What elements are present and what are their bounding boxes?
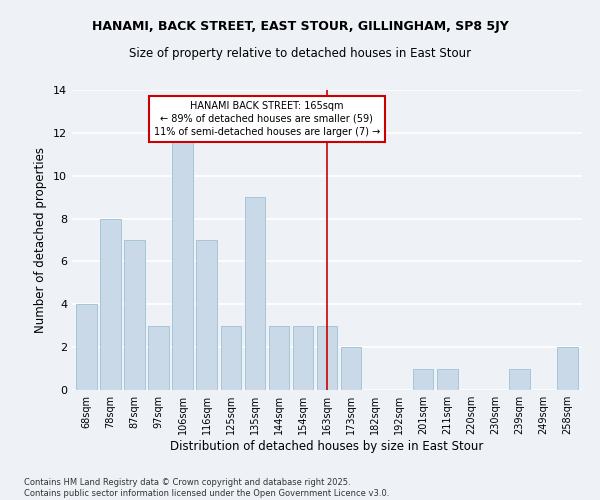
- Bar: [413, 368, 433, 390]
- Text: Contains HM Land Registry data © Crown copyright and database right 2025.
Contai: Contains HM Land Registry data © Crown c…: [24, 478, 389, 498]
- Bar: [341, 347, 361, 390]
- Bar: [509, 368, 530, 390]
- Bar: [245, 197, 265, 390]
- Text: HANAMI BACK STREET: 165sqm
← 89% of detached houses are smaller (59)
11% of semi: HANAMI BACK STREET: 165sqm ← 89% of deta…: [154, 100, 380, 137]
- Bar: [124, 240, 145, 390]
- Bar: [557, 347, 578, 390]
- Bar: [76, 304, 97, 390]
- Text: Size of property relative to detached houses in East Stour: Size of property relative to detached ho…: [129, 48, 471, 60]
- Bar: [437, 368, 458, 390]
- Bar: [196, 240, 217, 390]
- Y-axis label: Number of detached properties: Number of detached properties: [34, 147, 47, 333]
- Text: HANAMI, BACK STREET, EAST STOUR, GILLINGHAM, SP8 5JY: HANAMI, BACK STREET, EAST STOUR, GILLING…: [92, 20, 508, 33]
- Bar: [293, 326, 313, 390]
- Bar: [269, 326, 289, 390]
- Bar: [148, 326, 169, 390]
- X-axis label: Distribution of detached houses by size in East Stour: Distribution of detached houses by size …: [170, 440, 484, 453]
- Bar: [221, 326, 241, 390]
- Bar: [317, 326, 337, 390]
- Bar: [172, 133, 193, 390]
- Bar: [100, 218, 121, 390]
